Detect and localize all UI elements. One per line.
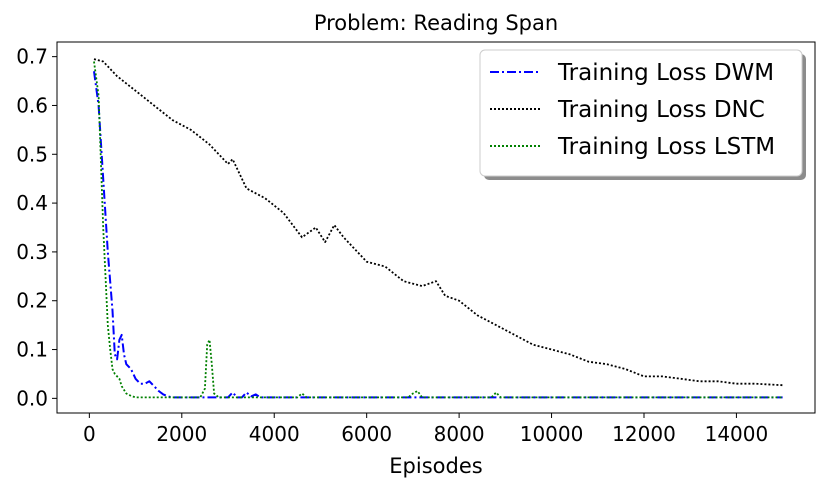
x-tick-label: 4000 bbox=[249, 422, 300, 446]
series-line-2 bbox=[93, 58, 783, 387]
x-tick-label: 2000 bbox=[156, 422, 207, 446]
x-tick-label: 6000 bbox=[341, 422, 392, 446]
series-layer bbox=[93, 58, 783, 399]
y-tick-label: 0.2 bbox=[16, 289, 48, 313]
y-tick-label: 0.1 bbox=[16, 338, 48, 362]
legend-label: Training Loss DWM bbox=[557, 60, 774, 86]
x-tick-label: 0 bbox=[83, 422, 96, 446]
y-tick-label: 0.3 bbox=[16, 240, 48, 264]
x-tick-label: 10000 bbox=[520, 422, 584, 446]
y-tick-label: 0.4 bbox=[16, 191, 48, 215]
y-tick-label: 0.0 bbox=[16, 386, 48, 410]
plot-frame bbox=[56, 41, 816, 414]
x-tick-label: 14000 bbox=[705, 422, 769, 446]
legend-label: Training Loss LSTM bbox=[557, 134, 775, 160]
series-line-1 bbox=[93, 71, 783, 399]
legend-box bbox=[479, 49, 803, 177]
x-tick-label: 12000 bbox=[612, 422, 676, 446]
y-tick-label: 0.6 bbox=[16, 93, 48, 117]
y-tick-label: 0.7 bbox=[16, 45, 48, 69]
y-tick-label: 0.5 bbox=[16, 142, 48, 166]
x-tick-label: 8000 bbox=[434, 422, 485, 446]
legend-label: Training Loss DNC bbox=[557, 97, 765, 123]
ticks-layer: 0 2000 4000 6000 8000 10000 12000 14000 0.0 0.1 0.… bbox=[16, 45, 768, 446]
x-axis-title: Episodes bbox=[389, 454, 482, 478]
chart-title: Problem: Reading Span bbox=[314, 11, 558, 35]
legend: Training Loss DWM Training Loss DNC Traini… bbox=[479, 49, 806, 180]
